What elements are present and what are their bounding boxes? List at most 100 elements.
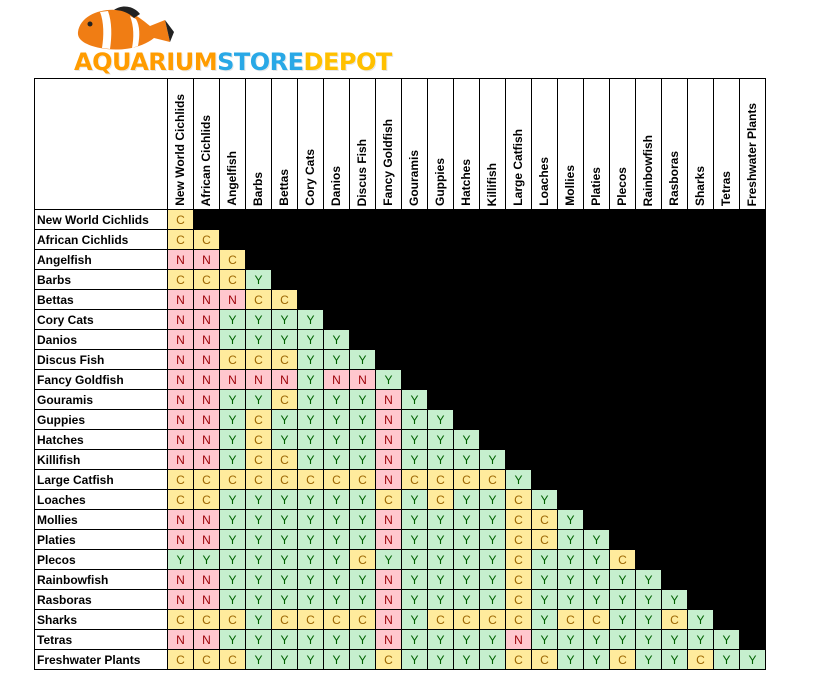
compatibility-cell: Y [219, 309, 246, 330]
compatibility-cell: Y [453, 649, 480, 670]
compatibility-cell: Y [219, 429, 246, 450]
empty-cell [557, 369, 584, 390]
empty-cell [739, 629, 766, 650]
compatibility-cell: Y [271, 509, 298, 530]
empty-cell [739, 349, 766, 370]
compatibility-cell: Y [401, 609, 428, 630]
compatibility-cell: N [193, 429, 220, 450]
compatibility-cell: N [375, 569, 402, 590]
empty-cell [349, 289, 376, 310]
empty-cell [505, 209, 532, 230]
compatibility-cell: Y [479, 529, 506, 550]
compatibility-cell: Y [297, 529, 324, 550]
compatibility-cell: Y [245, 489, 272, 510]
table-row: Platies N N Y Y Y Y Y Y N Y Y Y Y C C Y Y [34, 529, 766, 550]
compatibility-cell: C [427, 609, 454, 630]
empty-cell [661, 229, 688, 250]
column-header: Guppies [427, 78, 454, 210]
compatibility-cell: C [661, 609, 688, 630]
empty-cell [453, 289, 480, 310]
empty-cell [375, 269, 402, 290]
compatibility-cell: C [245, 429, 272, 450]
compatibility-cell: Y [271, 649, 298, 670]
empty-cell [687, 489, 714, 510]
compatibility-cell: Y [531, 609, 558, 630]
empty-cell [609, 409, 636, 430]
empty-cell [713, 349, 740, 370]
compatibility-cell: C [193, 489, 220, 510]
compatibility-cell: C [505, 609, 532, 630]
compatibility-cell: C [219, 469, 246, 490]
column-header: Rasboras [661, 78, 688, 210]
compatibility-cell: N [375, 409, 402, 430]
empty-cell [609, 329, 636, 350]
table-row: Barbs C C C Y [34, 269, 766, 290]
empty-cell [583, 209, 610, 230]
compatibility-cell: Y [323, 449, 350, 470]
compatibility-cell: C [297, 469, 324, 490]
compatibility-cell: N [375, 389, 402, 410]
compatibility-cell: C [219, 249, 246, 270]
compatibility-cell: N [167, 309, 194, 330]
empty-cell [583, 469, 610, 490]
row-label: African Cichlids [34, 229, 168, 250]
compatibility-cell: Y [557, 629, 584, 650]
empty-cell [687, 409, 714, 430]
column-label: Rainbowfish [641, 134, 655, 206]
compatibility-cell: Y [479, 549, 506, 570]
compatibility-cell: Y [271, 329, 298, 350]
empty-cell [531, 329, 558, 350]
column-label: Gouramis [407, 149, 421, 206]
empty-cell [661, 409, 688, 430]
compatibility-cell: Y [661, 589, 688, 610]
compatibility-cell: Y [167, 549, 194, 570]
compatibility-cell: Y [427, 549, 454, 570]
empty-cell [427, 269, 454, 290]
compatibility-cell: N [167, 249, 194, 270]
empty-cell [531, 429, 558, 450]
compatibility-cell: Y [609, 629, 636, 650]
empty-cell [739, 229, 766, 250]
compatibility-cell: Y [349, 589, 376, 610]
empty-cell [479, 389, 506, 410]
compatibility-cell: Y [583, 589, 610, 610]
compatibility-cell: Y [271, 569, 298, 590]
row-label: Danios [34, 329, 168, 350]
row-label: Plecos [34, 549, 168, 570]
empty-cell [739, 249, 766, 270]
compatibility-cell: Y [297, 409, 324, 430]
empty-cell [583, 369, 610, 390]
empty-cell [271, 229, 298, 250]
empty-cell [557, 429, 584, 450]
compatibility-cell: C [531, 649, 558, 670]
compatibility-cell: Y [245, 649, 272, 670]
compatibility-cell: N [193, 329, 220, 350]
empty-cell [609, 489, 636, 510]
compatibility-cell: N [193, 569, 220, 590]
column-label: Bettas [277, 169, 291, 206]
compatibility-cell: N [167, 369, 194, 390]
compatibility-cell: Y [323, 489, 350, 510]
compatibility-cell: C [531, 509, 558, 530]
table-row: Tetras N N Y Y Y Y Y Y N Y Y Y Y N Y Y Y Y Y Y Y Y [34, 629, 766, 650]
compatibility-cell: Y [219, 409, 246, 430]
column-label: Tetras [719, 170, 733, 206]
empty-cell [661, 509, 688, 530]
empty-cell [297, 269, 324, 290]
column-header: Loaches [531, 78, 558, 210]
empty-cell [713, 449, 740, 470]
empty-cell [609, 269, 636, 290]
table-row: Rasboras N N Y Y Y Y Y Y N Y Y Y Y C Y Y Y Y Y Y [34, 589, 766, 610]
empty-cell [401, 269, 428, 290]
compatibility-cell: C [193, 469, 220, 490]
compatibility-cell: Y [583, 569, 610, 590]
empty-cell [323, 309, 350, 330]
compatibility-cell: Y [349, 409, 376, 430]
empty-cell [531, 229, 558, 250]
compatibility-cell: Y [583, 649, 610, 670]
compatibility-cell: Y [453, 629, 480, 650]
empty-cell [635, 529, 662, 550]
compatibility-cell: C [193, 229, 220, 250]
compatibility-cell: Y [245, 609, 272, 630]
empty-cell [245, 229, 272, 250]
